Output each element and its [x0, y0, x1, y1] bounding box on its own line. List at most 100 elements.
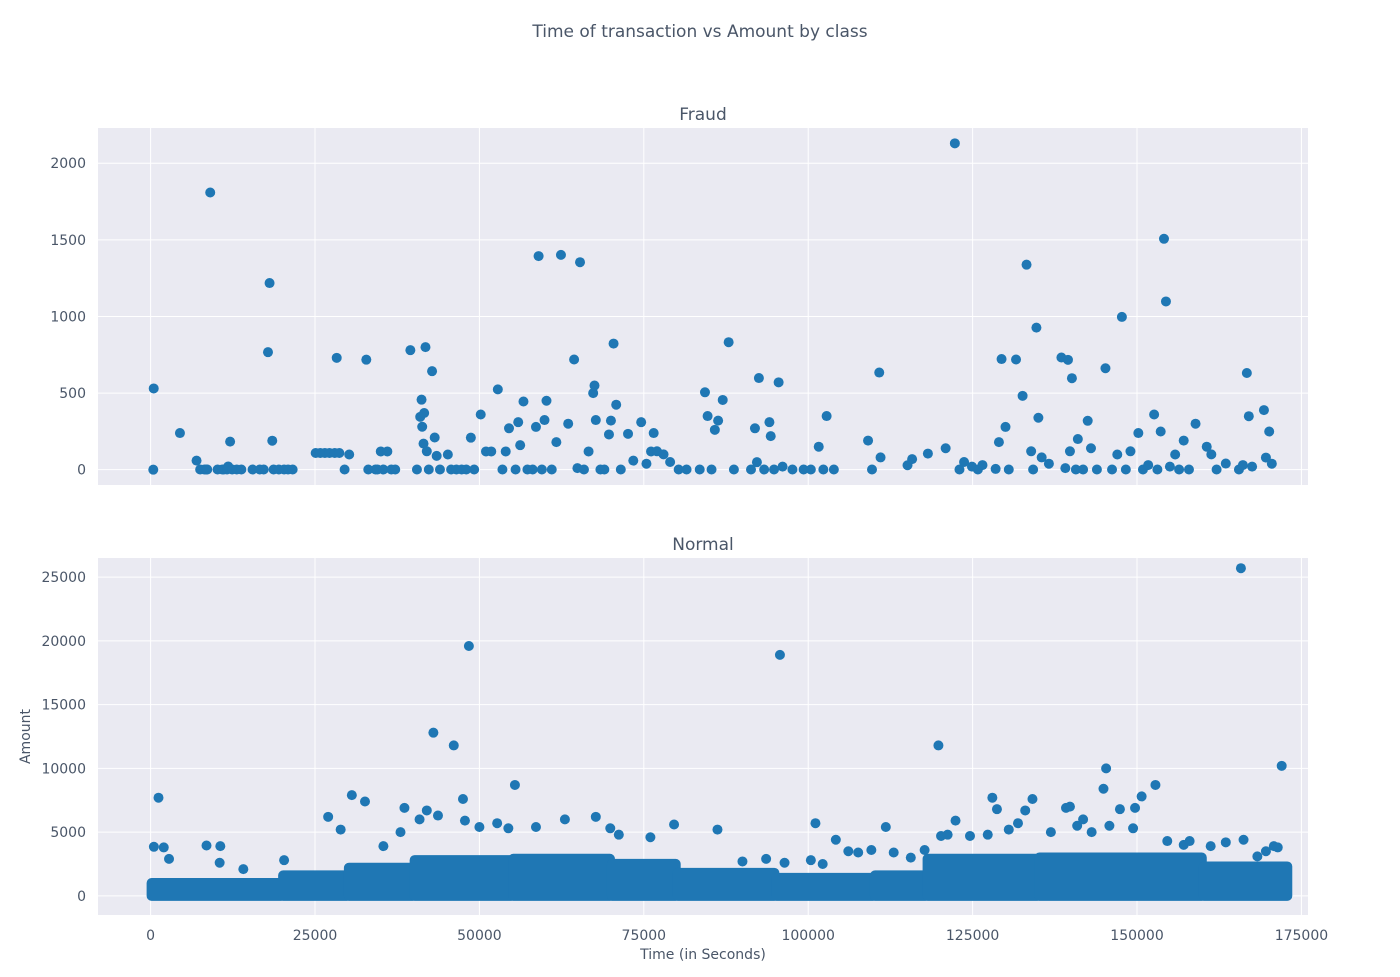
data-point: [429, 432, 440, 443]
data-point: [1070, 464, 1081, 475]
data-point: [339, 464, 350, 475]
data-point: [950, 815, 961, 826]
data-point: [346, 790, 357, 801]
data-point: [378, 464, 389, 475]
data-point: [1082, 415, 1093, 426]
y-tick-label: 10000: [41, 761, 86, 777]
data-point: [769, 464, 780, 475]
data-point: [1101, 763, 1112, 774]
data-point: [1100, 363, 1111, 374]
data-point: [1158, 233, 1169, 244]
y-tick-label: 1500: [50, 233, 86, 249]
data-point: [432, 810, 443, 821]
y-tick-label: 500: [59, 386, 86, 402]
plot-area: [98, 128, 1308, 485]
dense-point-band: [343, 862, 418, 901]
data-point: [1150, 779, 1161, 790]
data-point: [863, 435, 874, 446]
data-point: [959, 457, 970, 468]
data-point: [777, 461, 788, 472]
data-point: [465, 432, 476, 443]
data-point: [665, 457, 676, 468]
data-point: [712, 824, 723, 835]
data-point: [1220, 458, 1231, 469]
data-point: [1086, 827, 1097, 838]
data-point: [590, 811, 601, 822]
data-point: [563, 418, 574, 429]
data-point: [641, 458, 652, 469]
data-point: [991, 804, 1002, 815]
data-point: [1011, 354, 1022, 365]
x-tick-label: 100000: [781, 928, 834, 944]
data-point: [428, 727, 439, 738]
data-point: [148, 841, 159, 852]
dense-point-band: [771, 872, 878, 901]
x-tick-label: 125000: [946, 928, 999, 944]
data-point: [605, 415, 616, 426]
data-point: [214, 857, 225, 868]
data-point: [1098, 783, 1109, 794]
data-point: [205, 187, 216, 198]
data-point: [611, 399, 622, 410]
data-point: [880, 822, 891, 833]
dense-point-band: [278, 870, 352, 901]
data-point: [615, 464, 626, 475]
data-point: [1190, 418, 1201, 429]
data-point: [821, 411, 832, 422]
data-point: [431, 450, 442, 461]
data-point: [395, 827, 406, 838]
data-point: [818, 464, 829, 475]
data-point: [202, 464, 213, 475]
data-point: [201, 840, 212, 851]
data-point: [1017, 390, 1028, 401]
data-point: [1120, 464, 1131, 475]
data-point: [1012, 818, 1023, 829]
data-point: [344, 449, 355, 460]
data-point: [555, 249, 566, 260]
data-point: [798, 464, 809, 475]
data-point: [583, 446, 594, 457]
data-point: [530, 421, 541, 432]
data-point: [463, 640, 474, 651]
data-point: [1107, 464, 1118, 475]
data-point: [977, 460, 988, 471]
data-point: [982, 829, 993, 840]
data-point: [1149, 409, 1160, 420]
data-point: [1152, 464, 1163, 475]
data-point: [605, 823, 616, 834]
data-point: [608, 338, 619, 349]
dense-point-band: [1198, 861, 1293, 901]
data-point: [546, 464, 557, 475]
data-point: [603, 429, 614, 440]
subplot-title: Normal: [672, 535, 734, 555]
data-point: [759, 464, 770, 475]
data-point: [1112, 449, 1123, 460]
data-point: [1003, 824, 1014, 835]
data-point: [1241, 367, 1252, 378]
data-point: [419, 407, 430, 418]
data-point: [1243, 411, 1254, 422]
dense-point-band: [869, 870, 931, 901]
subplot-title: Fraud: [679, 105, 727, 125]
data-point: [1155, 426, 1166, 437]
data-point: [331, 352, 342, 363]
data-point: [174, 428, 185, 439]
data-point: [1043, 458, 1054, 469]
data-points: [146, 563, 1293, 901]
data-point: [323, 811, 334, 822]
data-point: [448, 740, 459, 751]
data-point: [536, 464, 547, 475]
data-point: [527, 464, 538, 475]
data-point: [497, 464, 508, 475]
data-point: [434, 464, 445, 475]
data-point: [866, 844, 877, 855]
data-point: [905, 852, 916, 863]
data-point: [421, 805, 432, 816]
data-point: [1072, 434, 1083, 445]
data-point: [1066, 373, 1077, 384]
data-point: [751, 457, 762, 468]
data-point: [559, 814, 570, 825]
data-point: [1237, 460, 1248, 471]
data-point: [287, 464, 298, 475]
data-point: [1258, 405, 1269, 416]
